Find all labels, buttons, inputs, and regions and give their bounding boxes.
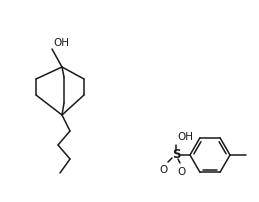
Text: O: O bbox=[160, 165, 168, 175]
Text: OH: OH bbox=[177, 132, 193, 142]
Text: O: O bbox=[178, 167, 186, 177]
Text: OH: OH bbox=[53, 38, 69, 48]
Text: S: S bbox=[172, 148, 180, 162]
